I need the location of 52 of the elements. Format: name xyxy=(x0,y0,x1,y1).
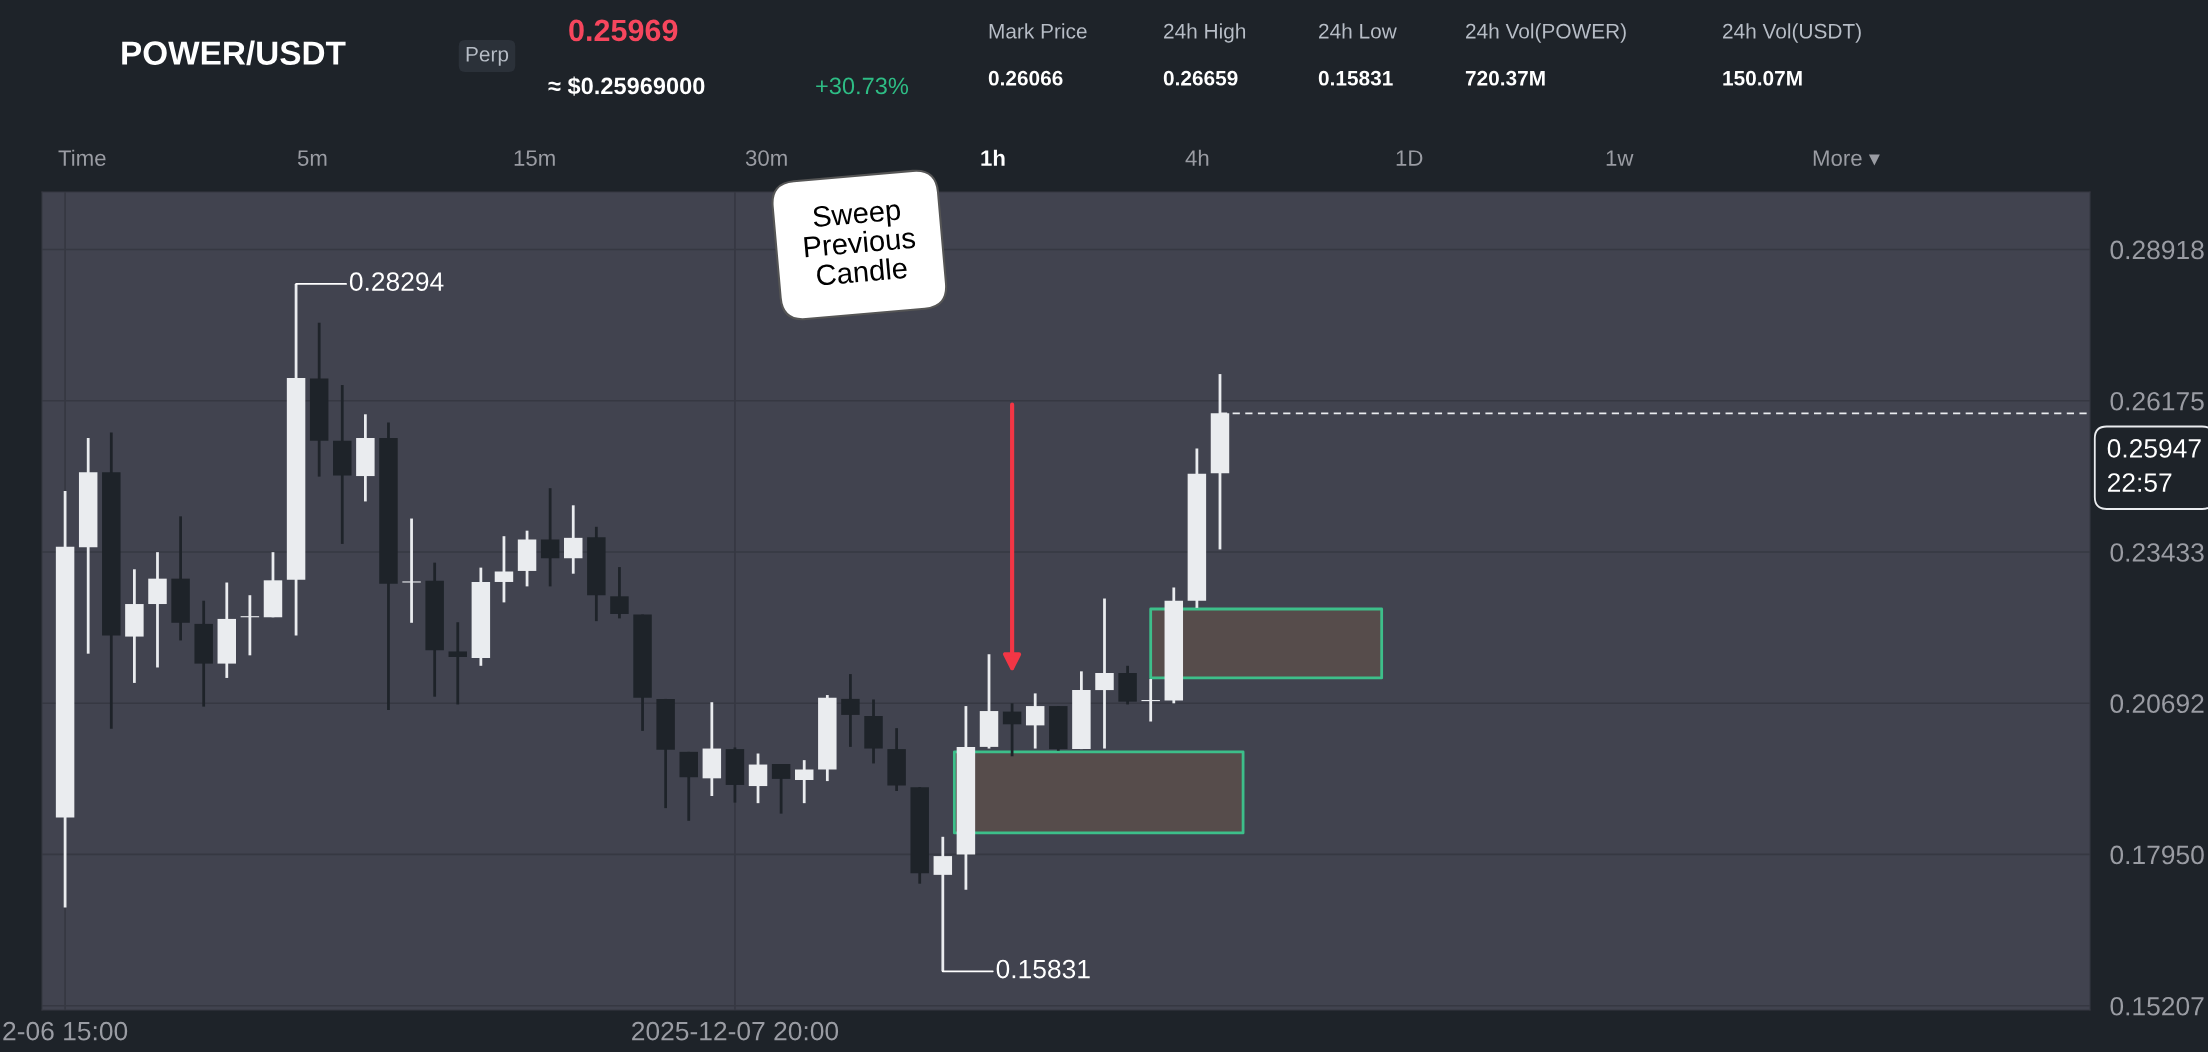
text: Time xyxy=(58,149,106,166)
text: More ▾ xyxy=(1813,150,1880,166)
text: 0.26066 xyxy=(988,70,1063,86)
text: 24h Low xyxy=(1319,23,1397,39)
text: +30.73% xyxy=(816,77,909,95)
candlestick xyxy=(1095,597,1114,750)
text: 0.15831 xyxy=(1318,70,1393,86)
annotation: 0.28294 xyxy=(349,272,444,291)
text: 4h xyxy=(1185,149,1209,166)
text: 24h Vol(USDT) xyxy=(1723,23,1861,43)
candlestick xyxy=(841,672,860,749)
text: Mark Price xyxy=(989,23,1087,39)
y-tick-label: 0.17950 xyxy=(2110,845,2204,865)
y-tick-label: 0.28918 xyxy=(2110,240,2204,260)
text: 720.37M xyxy=(1465,70,1545,86)
candlestick xyxy=(494,534,514,604)
candlestick xyxy=(402,517,421,625)
candlestick xyxy=(610,565,629,620)
candlestick xyxy=(448,620,467,706)
text: 30m xyxy=(745,150,787,166)
y-tick-label: 0.20692 xyxy=(2110,694,2204,714)
text: 0.25969 xyxy=(569,19,678,42)
text: 24h Vol(POWER) xyxy=(1466,23,1626,43)
y-tick-label: 0.26175 xyxy=(2110,391,2204,411)
text: 150.07M xyxy=(1723,70,1802,86)
text: Perp xyxy=(466,47,509,66)
text: 5m xyxy=(297,150,327,166)
candlestick xyxy=(540,486,560,588)
candlestick xyxy=(1002,701,1022,758)
candlestick xyxy=(564,503,583,576)
candlestick xyxy=(1025,692,1045,750)
candlestick xyxy=(794,758,814,805)
candlestick xyxy=(771,762,791,816)
annotation: Sweep Previous Candle xyxy=(804,199,916,286)
ref-line-label: 0.25947 22:57 xyxy=(2107,439,2201,492)
candlestick xyxy=(933,835,953,973)
y-tick-label: 0.23433 xyxy=(2110,543,2204,562)
x-tick-label: 2-06 15:00 xyxy=(3,1021,128,1041)
annotation: 0.15831 xyxy=(996,959,1090,979)
text: 0.26659 xyxy=(1163,70,1238,86)
text: ≈ $0.25969000 xyxy=(548,76,705,96)
text: 1h xyxy=(981,149,1005,166)
candlestick xyxy=(240,593,260,657)
x-tick-label: 2025-12-07 20:00 xyxy=(632,1021,839,1041)
candlestick xyxy=(748,752,768,805)
chart-title: POWER/USDT xyxy=(122,40,346,66)
text: 15m xyxy=(514,150,555,166)
text: 1D xyxy=(1396,150,1423,166)
text: 24h High xyxy=(1164,23,1246,43)
text: 1w xyxy=(1606,150,1634,166)
y-tick-label: 0.15207 xyxy=(2110,996,2204,1016)
candlestick xyxy=(1141,677,1160,723)
